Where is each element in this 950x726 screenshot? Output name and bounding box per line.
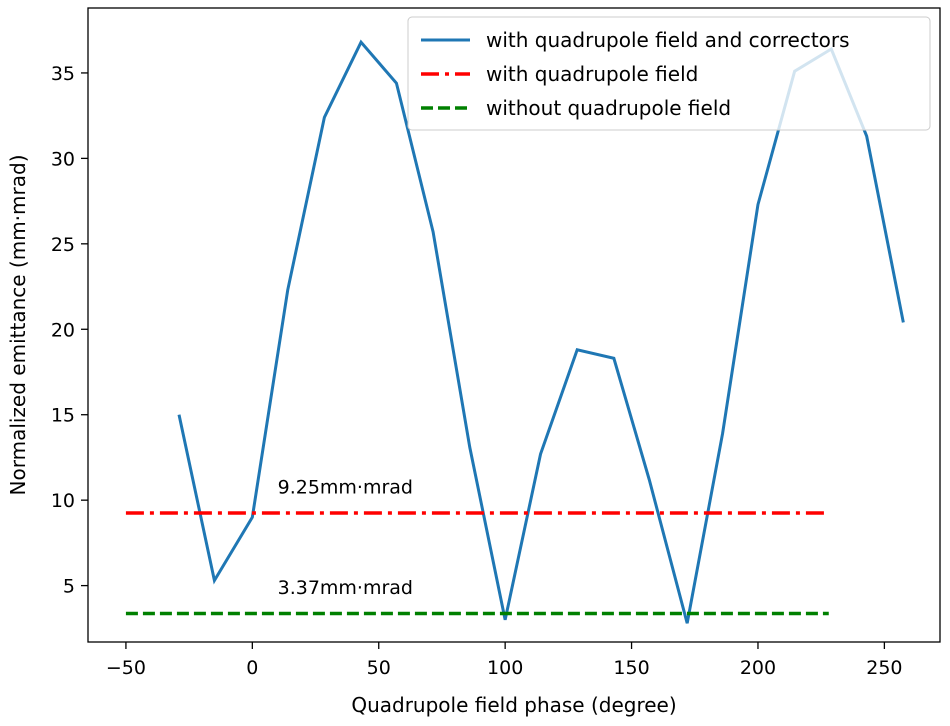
- plot-frame: [87, 7, 941, 643]
- x-axis-label: Quadrupole field phase (degree): [351, 693, 676, 717]
- legend-label-2: without quadrupole field: [486, 96, 731, 120]
- y-tick-label: 10: [51, 490, 75, 512]
- y-tick-label: 20: [51, 319, 75, 341]
- x-tick-label: 0: [246, 657, 258, 679]
- legend-label-0: with quadrupole field and correctors: [486, 28, 850, 52]
- annotation-label: 3.37mm·mrad: [278, 577, 413, 599]
- legend: with quadrupole field and correctors with…: [407, 16, 931, 131]
- legend-label-1: with quadrupole field: [486, 62, 698, 86]
- y-tick-label: 35: [51, 63, 75, 85]
- y-tick-label: 5: [63, 576, 75, 598]
- x-tick-label: 150: [613, 657, 649, 679]
- y-tick-label: 30: [51, 148, 75, 170]
- axis-layer: −50 0 50 100 150 200 250 5 10 15 20 25 30 35 Quadrupol…: [6, 7, 941, 717]
- annotation-label: 9.25mm·mrad: [278, 476, 413, 498]
- y-tick-label: 15: [51, 405, 75, 427]
- annotation-layer: 9.25mm·mrad 3.37mm·mrad: [278, 476, 413, 599]
- legend-box: [407, 16, 931, 131]
- x-tick-label: −50: [106, 657, 146, 679]
- y-tick-label: 25: [51, 234, 75, 256]
- x-tick-label: 250: [866, 657, 902, 679]
- x-tick-label: 200: [740, 657, 776, 679]
- x-tick-label: 50: [367, 657, 391, 679]
- x-tick-label: 100: [487, 657, 523, 679]
- y-axis-label: Normalized emittance (mm·mrad): [6, 155, 30, 496]
